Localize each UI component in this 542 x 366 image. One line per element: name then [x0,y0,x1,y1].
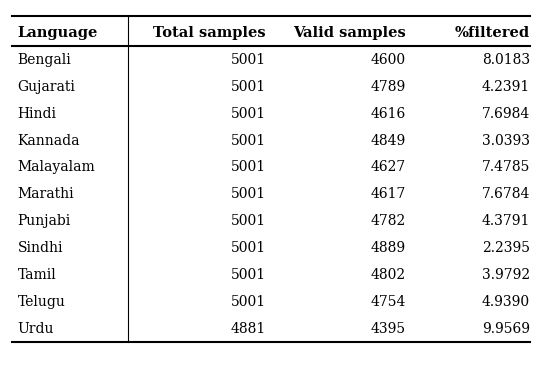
Text: Malayalam: Malayalam [17,160,95,174]
Text: 5001: 5001 [230,187,266,201]
Text: Kannada: Kannada [17,134,80,147]
Text: Valid samples: Valid samples [293,26,406,40]
Text: 5001: 5001 [230,214,266,228]
Text: 5001: 5001 [230,53,266,67]
Text: Telugu: Telugu [17,295,66,309]
Text: 3.9792: 3.9792 [482,268,530,282]
Text: 4754: 4754 [370,295,406,309]
Text: 4617: 4617 [370,187,406,201]
Text: %filtered: %filtered [455,26,530,40]
Text: Bengali: Bengali [17,53,72,67]
Text: 8.0183: 8.0183 [482,53,530,67]
Text: 7.6784: 7.6784 [481,187,530,201]
Text: 4782: 4782 [371,214,406,228]
Text: 5001: 5001 [230,268,266,282]
Text: 7.4785: 7.4785 [481,160,530,174]
Text: Total samples: Total samples [153,26,266,40]
Text: 4889: 4889 [371,241,406,255]
Text: 3.0393: 3.0393 [482,134,530,147]
Text: 5001: 5001 [230,134,266,147]
Text: 4.3791: 4.3791 [481,214,530,228]
Text: 4.9390: 4.9390 [482,295,530,309]
Text: 2.2395: 2.2395 [482,241,530,255]
Text: 5001: 5001 [230,160,266,174]
Text: Tamil: Tamil [17,268,56,282]
Text: 4849: 4849 [371,134,406,147]
Text: 4395: 4395 [371,322,406,336]
Text: 4600: 4600 [371,53,406,67]
Text: Language: Language [17,26,98,40]
Text: Gujarati: Gujarati [17,80,75,94]
Text: Urdu: Urdu [17,322,54,336]
Text: 4627: 4627 [371,160,406,174]
Text: 5001: 5001 [230,295,266,309]
Text: 9.9569: 9.9569 [482,322,530,336]
Text: 5001: 5001 [230,241,266,255]
Text: 4881: 4881 [230,322,266,336]
Text: 4616: 4616 [371,107,406,121]
Text: 4802: 4802 [371,268,406,282]
Text: Marathi: Marathi [17,187,74,201]
Text: 5001: 5001 [230,80,266,94]
Text: 5001: 5001 [230,107,266,121]
Text: 4789: 4789 [371,80,406,94]
Text: Hindi: Hindi [17,107,56,121]
Text: Sindhi: Sindhi [17,241,63,255]
Text: 4.2391: 4.2391 [482,80,530,94]
Text: 7.6984: 7.6984 [482,107,530,121]
Text: Punjabi: Punjabi [17,214,71,228]
